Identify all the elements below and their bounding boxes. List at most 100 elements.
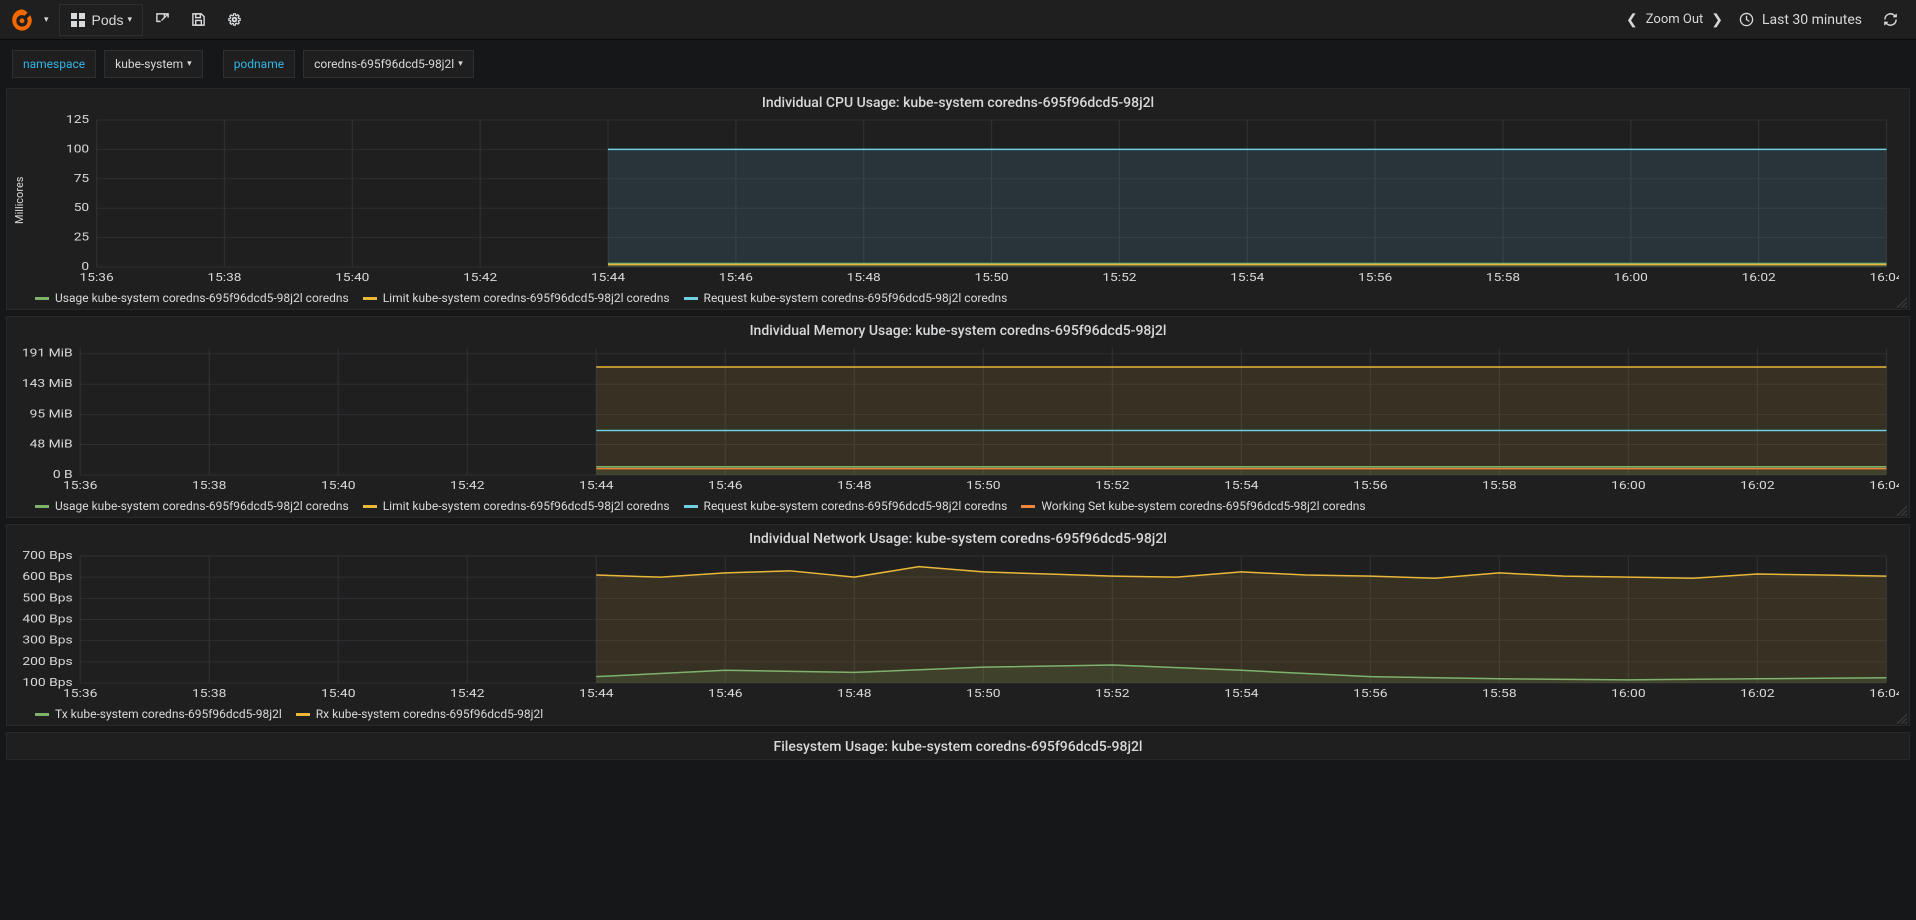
svg-text:16:00: 16:00	[1611, 687, 1645, 700]
grafana-logo[interactable]	[8, 6, 36, 34]
navbar-right: ❮ Zoom Out ❯ Last 30 minutes	[1622, 0, 1908, 39]
legend-swatch	[35, 505, 49, 508]
legend-item[interactable]: Limit kube-system coredns-695f96dcd5-98j…	[363, 499, 670, 513]
svg-text:48 MiB: 48 MiB	[30, 438, 73, 451]
svg-text:15:44: 15:44	[579, 687, 613, 700]
panel: Individual CPU Usage: kube-system coredn…	[6, 88, 1910, 310]
panel-title[interactable]: Individual Network Usage: kube-system co…	[7, 525, 1909, 551]
legend-swatch	[296, 713, 310, 716]
legend-label: Request kube-system coredns-695f96dcd5-9…	[704, 499, 1008, 513]
svg-text:200 Bps: 200 Bps	[22, 655, 72, 668]
legend-label: Rx kube-system coredns-695f96dcd5-98j2l	[316, 707, 543, 721]
svg-text:15:36: 15:36	[63, 687, 97, 700]
svg-text:16:04: 16:04	[1869, 479, 1899, 492]
logo-caret[interactable]: ▾	[44, 15, 49, 25]
chart-svg[interactable]: 100 Bps200 Bps300 Bps400 Bps500 Bps600 B…	[11, 551, 1899, 701]
var-label-podname: podname	[223, 50, 295, 78]
svg-text:300 Bps: 300 Bps	[22, 634, 72, 647]
legend-item[interactable]: Rx kube-system coredns-695f96dcd5-98j2l	[296, 707, 543, 721]
legend-item[interactable]: Tx kube-system coredns-695f96dcd5-98j2l	[35, 707, 282, 721]
svg-text:15:52: 15:52	[1095, 687, 1129, 700]
svg-text:75: 75	[74, 172, 89, 185]
time-range-picker[interactable]: Last 30 minutes	[1739, 12, 1862, 28]
chart-svg[interactable]: 025507510012515:3615:3815:4015:4215:4415…	[28, 115, 1899, 285]
svg-text:500 Bps: 500 Bps	[22, 592, 72, 605]
svg-text:15:38: 15:38	[207, 271, 241, 284]
navbar-left: ▾ Pods ▾	[8, 0, 253, 39]
var-label-namespace: namespace	[12, 50, 96, 78]
svg-text:15:46: 15:46	[708, 479, 742, 492]
save-button[interactable]	[181, 4, 217, 36]
panel-title[interactable]: Individual Memory Usage: kube-system cor…	[7, 317, 1909, 343]
svg-text:16:02: 16:02	[1742, 271, 1776, 284]
svg-text:15:48: 15:48	[837, 687, 871, 700]
svg-text:15:42: 15:42	[463, 271, 497, 284]
svg-text:15:50: 15:50	[966, 687, 1000, 700]
panel: Filesystem Usage: kube-system coredns-69…	[6, 732, 1910, 760]
chart-body: 0 B48 MiB95 MiB143 MiB191 MiB15:3615:381…	[7, 343, 1909, 493]
svg-text:16:04: 16:04	[1869, 687, 1899, 700]
share-button[interactable]	[145, 4, 181, 36]
resize-handle-icon[interactable]	[1897, 297, 1907, 307]
legend-item[interactable]: Usage kube-system coredns-695f96dcd5-98j…	[35, 499, 349, 513]
svg-text:15:54: 15:54	[1230, 271, 1264, 284]
dashboard-title: Pods	[92, 12, 124, 28]
template-vars: namespace kube-system▾ podname coredns-6…	[0, 40, 1916, 88]
svg-text:15:54: 15:54	[1224, 687, 1258, 700]
svg-text:15:50: 15:50	[966, 479, 1000, 492]
legend-label: Usage kube-system coredns-695f96dcd5-98j…	[55, 291, 349, 305]
svg-text:15:38: 15:38	[192, 479, 226, 492]
time-range-label: Last 30 minutes	[1762, 12, 1862, 28]
settings-button[interactable]	[217, 4, 253, 36]
dashboard-picker[interactable]: Pods ▾	[59, 4, 143, 36]
legend-label: Tx kube-system coredns-695f96dcd5-98j2l	[55, 707, 282, 721]
svg-text:15:40: 15:40	[335, 271, 369, 284]
legend-label: Limit kube-system coredns-695f96dcd5-98j…	[383, 291, 670, 305]
svg-text:15:58: 15:58	[1486, 271, 1520, 284]
resize-handle-icon[interactable]	[1897, 505, 1907, 515]
refresh-button[interactable]	[1872, 4, 1908, 36]
svg-text:15:52: 15:52	[1095, 479, 1129, 492]
svg-text:15:42: 15:42	[450, 479, 484, 492]
legend-swatch	[35, 297, 49, 300]
panel: Individual Network Usage: kube-system co…	[6, 524, 1910, 726]
svg-text:25: 25	[74, 231, 89, 244]
chart-svg[interactable]: 0 B48 MiB95 MiB143 MiB191 MiB15:3615:381…	[11, 343, 1899, 493]
legend-swatch	[1021, 505, 1035, 508]
svg-text:16:00: 16:00	[1611, 479, 1645, 492]
legend-label: Request kube-system coredns-695f96dcd5-9…	[704, 291, 1008, 305]
legend-item[interactable]: Request kube-system coredns-695f96dcd5-9…	[684, 499, 1008, 513]
svg-text:15:38: 15:38	[192, 687, 226, 700]
svg-text:15:46: 15:46	[708, 687, 742, 700]
resize-handle-icon[interactable]	[1897, 713, 1907, 723]
legend-item[interactable]: Usage kube-system coredns-695f96dcd5-98j…	[35, 291, 349, 305]
legend-item[interactable]: Working Set kube-system coredns-695f96dc…	[1021, 499, 1365, 513]
time-forward-button[interactable]: ❯	[1707, 12, 1727, 28]
svg-text:15:50: 15:50	[974, 271, 1008, 284]
var-value-podname[interactable]: coredns-695f96dcd5-98j2l▾	[303, 50, 474, 78]
chart-body: 100 Bps200 Bps300 Bps400 Bps500 Bps600 B…	[7, 551, 1909, 701]
var-value-namespace[interactable]: kube-system▾	[104, 50, 203, 78]
svg-text:15:48: 15:48	[837, 479, 871, 492]
svg-text:15:58: 15:58	[1482, 687, 1516, 700]
svg-text:16:02: 16:02	[1740, 479, 1774, 492]
svg-text:15:54: 15:54	[1224, 479, 1258, 492]
panel-title[interactable]: Filesystem Usage: kube-system coredns-69…	[7, 733, 1909, 759]
svg-text:50: 50	[74, 201, 89, 214]
zoom-out-button[interactable]: Zoom Out	[1646, 12, 1703, 27]
svg-text:100: 100	[66, 143, 89, 156]
panel-title[interactable]: Individual CPU Usage: kube-system coredn…	[7, 89, 1909, 115]
svg-text:143 MiB: 143 MiB	[22, 378, 73, 391]
legend-item[interactable]: Limit kube-system coredns-695f96dcd5-98j…	[363, 291, 670, 305]
panel: Individual Memory Usage: kube-system cor…	[6, 316, 1910, 518]
svg-text:15:44: 15:44	[579, 479, 613, 492]
svg-text:15:40: 15:40	[321, 687, 355, 700]
legend-swatch	[35, 713, 49, 716]
svg-text:125: 125	[66, 115, 89, 127]
svg-text:16:02: 16:02	[1740, 687, 1774, 700]
time-back-button[interactable]: ❮	[1622, 12, 1642, 28]
legend: Tx kube-system coredns-695f96dcd5-98j2l R…	[7, 701, 1909, 725]
svg-text:15:36: 15:36	[80, 271, 114, 284]
svg-text:15:56: 15:56	[1353, 687, 1387, 700]
legend-item[interactable]: Request kube-system coredns-695f96dcd5-9…	[684, 291, 1008, 305]
